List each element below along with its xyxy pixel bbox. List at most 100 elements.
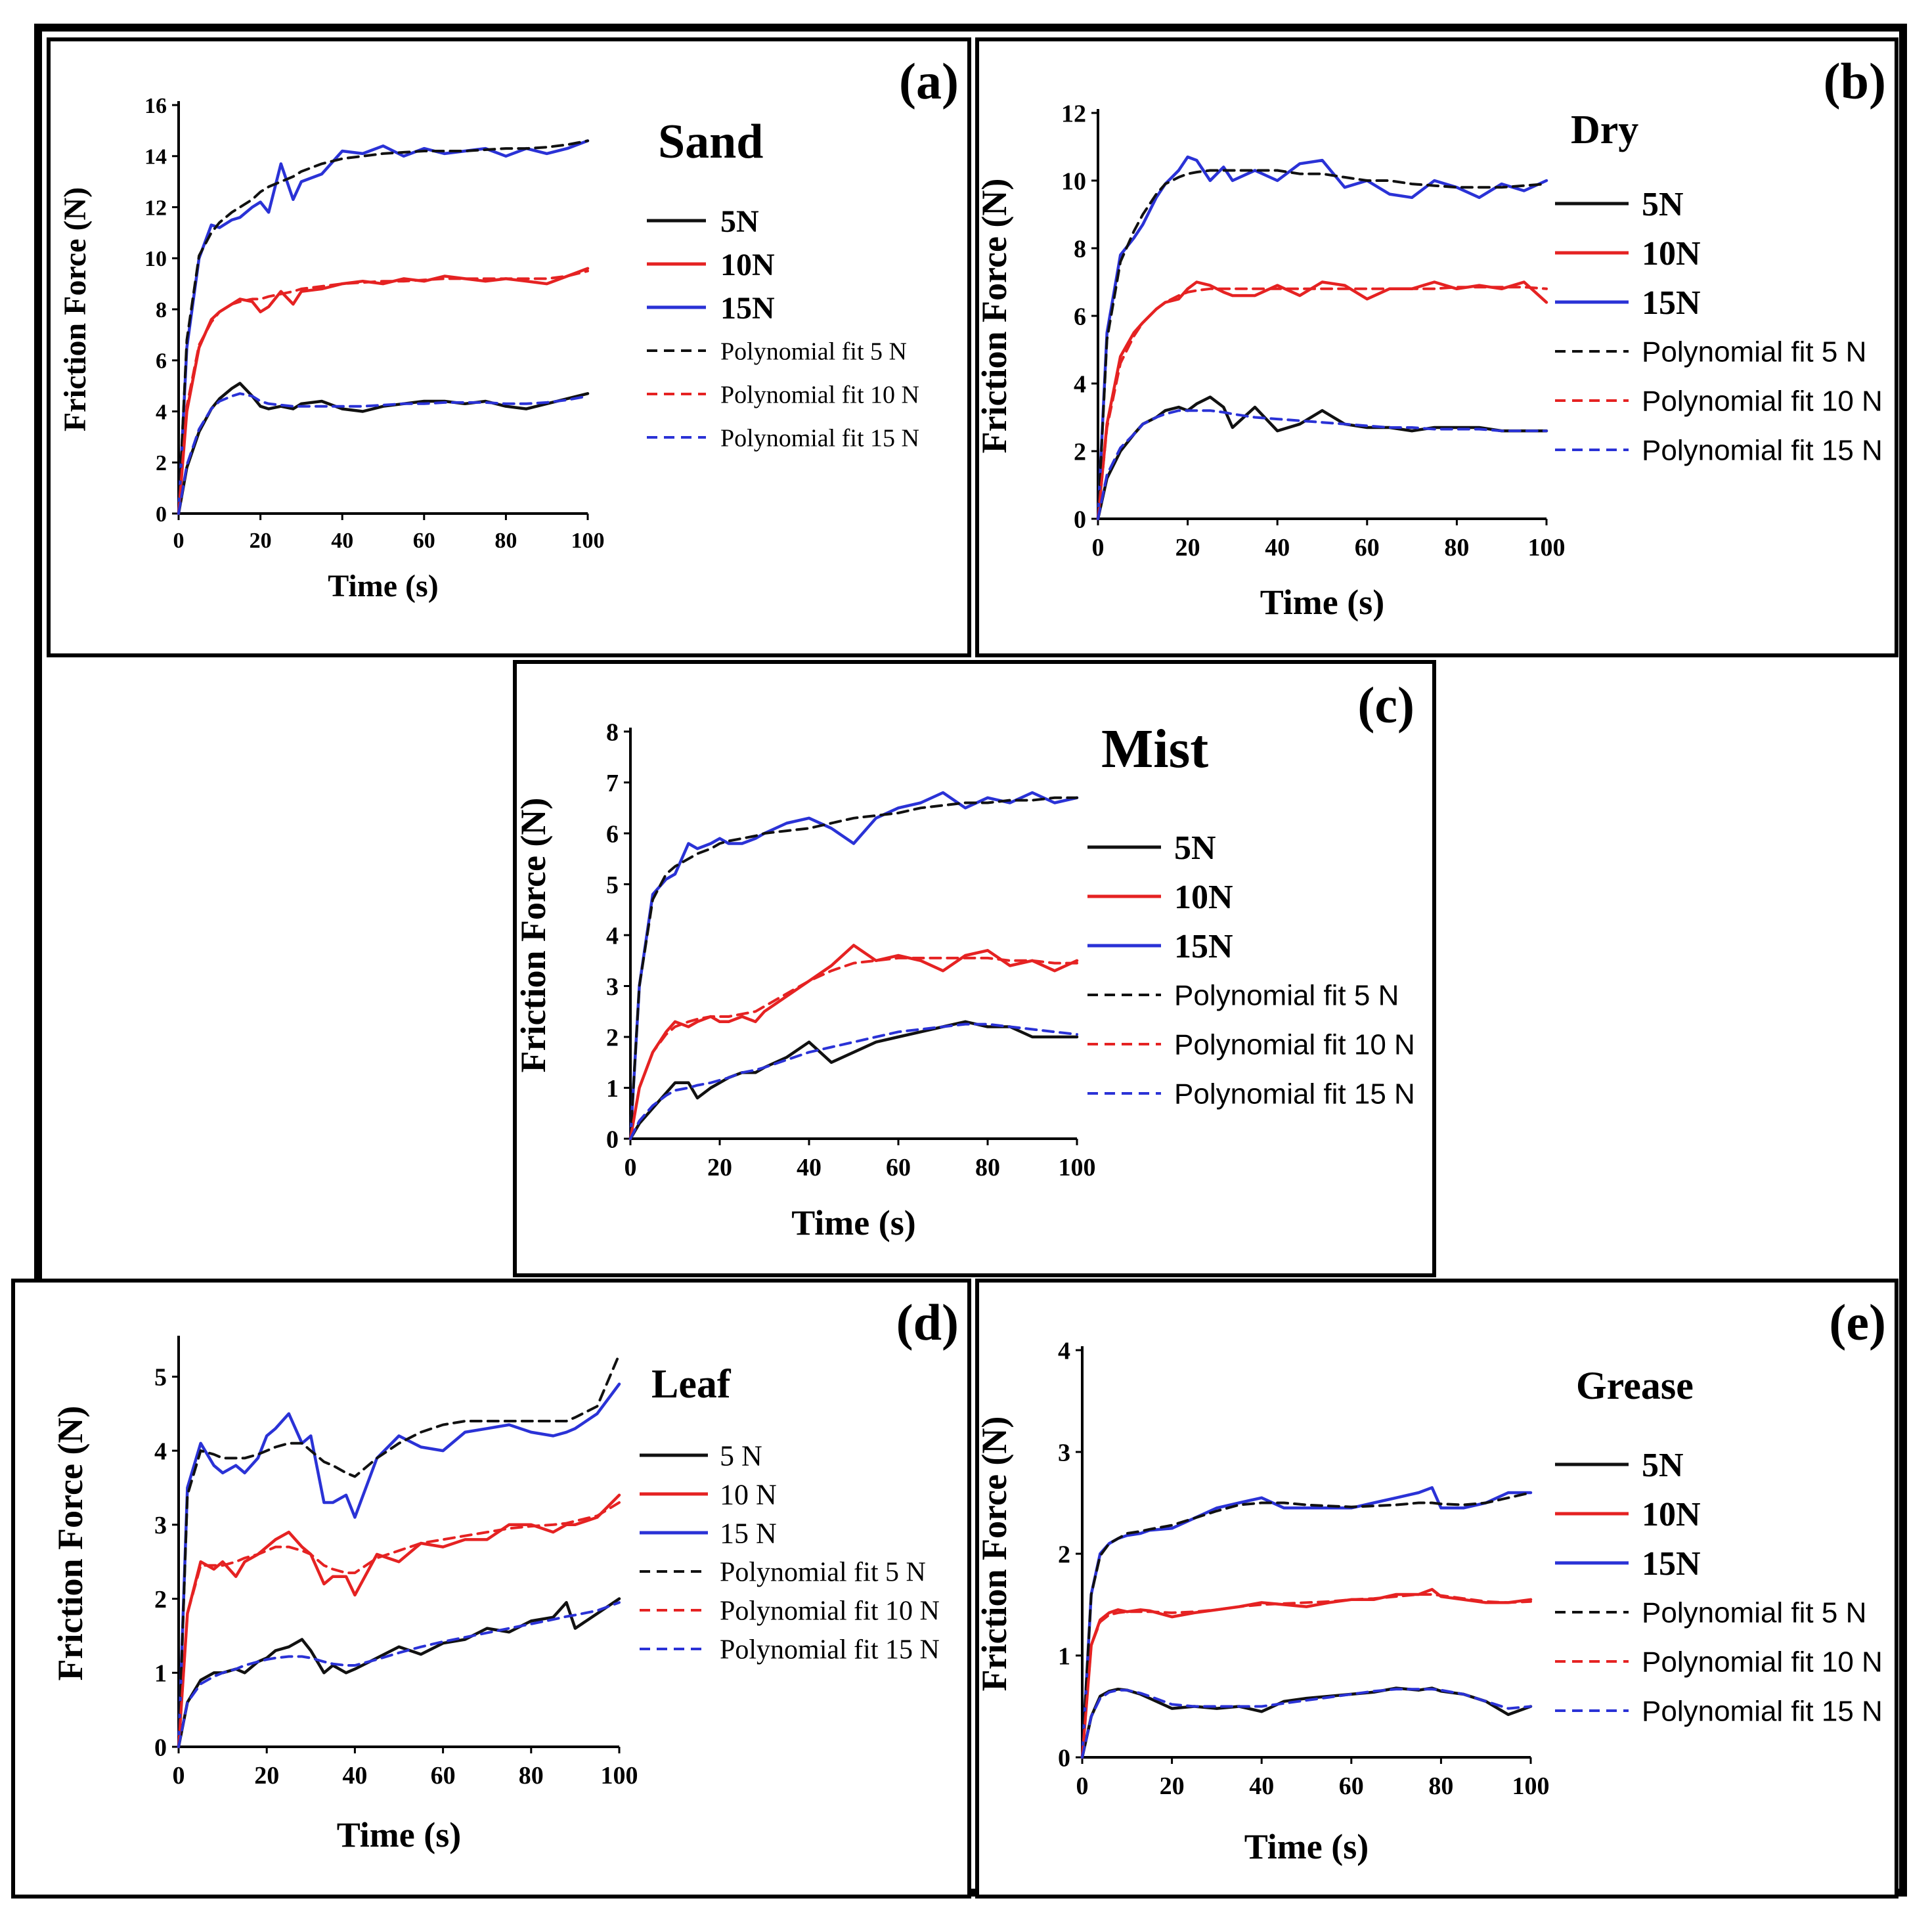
y-tick-label: 5 [154, 1364, 167, 1392]
x-tick-label: 40 [331, 529, 353, 553]
x-tick-label: 100 [1528, 534, 1566, 561]
x-tick-label: 80 [975, 1154, 1000, 1181]
x-tick-label: 0 [1092, 534, 1105, 561]
legend-label: Polynomial fit 15 N [1642, 1695, 1883, 1727]
y-tick-label: 0 [606, 1126, 619, 1153]
series-line [1097, 286, 1548, 520]
panel-frame [513, 660, 1436, 1277]
panel-frame [975, 37, 1898, 657]
x-tick-label: 100 [571, 529, 605, 553]
x-tick-label: 20 [254, 1762, 279, 1789]
y-tick-label: 1 [1058, 1642, 1070, 1670]
series-line [1097, 169, 1548, 520]
y-tick-label: 4 [606, 922, 619, 950]
legend-label: 10N [1174, 879, 1233, 916]
x-tick-label: 100 [1512, 1772, 1550, 1800]
x-tick-label: 100 [601, 1762, 638, 1789]
y-tick-label: 0 [1058, 1744, 1070, 1772]
legend-label: 10N [720, 248, 775, 282]
series-line [629, 796, 1078, 1140]
chart-title: Sand [658, 115, 763, 169]
legend-label: Polynomial fit 5 N [720, 338, 907, 365]
x-tick-label: 40 [1249, 1772, 1274, 1800]
series-line [1080, 1686, 1533, 1759]
y-tick-label: 16 [144, 94, 167, 118]
x-tick-label: 0 [625, 1154, 637, 1181]
y-axis-label: Friction Force (N) [51, 1406, 90, 1681]
legend-label: 15 N [720, 1517, 777, 1549]
y-tick-label: 10 [144, 247, 167, 271]
legend-label: Polynomial fit 15 N [720, 1635, 940, 1665]
series-line [177, 1601, 621, 1748]
legend-label: 5N [720, 204, 759, 239]
x-tick-label: 60 [886, 1154, 911, 1181]
series-line [177, 139, 589, 515]
y-tick-label: 8 [156, 298, 167, 322]
y-tick-label: 4 [1074, 370, 1086, 398]
legend-label: Polynomial fit 10 N [1642, 1646, 1883, 1678]
x-tick-label: 100 [1059, 1154, 1096, 1181]
chart-title: Mist [1101, 718, 1208, 779]
x-tick-label: 60 [1339, 1772, 1364, 1800]
series-line [1097, 409, 1548, 520]
x-tick-label: 80 [1444, 534, 1469, 561]
series-line [629, 1022, 1078, 1140]
y-tick-label: 0 [156, 502, 167, 527]
legend-label: Polynomial fit 5 N [720, 1558, 926, 1588]
y-tick-label: 2 [156, 451, 167, 475]
x-tick-label: 0 [1076, 1772, 1089, 1800]
x-tick-label: 20 [250, 529, 272, 553]
y-tick-label: 3 [606, 973, 619, 1001]
series-line [1081, 1688, 1532, 1759]
y-tick-label: 0 [1074, 506, 1086, 533]
x-axis-label: Time (s) [328, 569, 438, 604]
y-tick-label: 2 [606, 1024, 619, 1051]
y-tick-label: 6 [156, 349, 167, 374]
y-tick-label: 10 [1061, 167, 1086, 195]
y-tick-label: 4 [156, 400, 167, 424]
chart-panel: 0 20 40 60 80 100 0 2 4 6 8 10 12 14 16 Time (s) Frictio… [47, 37, 971, 657]
y-axis-label: Friction Force (N) [58, 187, 93, 431]
x-tick-label: 60 [413, 529, 435, 553]
x-tick-label: 0 [173, 1762, 185, 1789]
x-tick-label: 60 [1355, 534, 1380, 561]
x-axis-label: Time (s) [791, 1203, 915, 1242]
x-tick-label: 80 [519, 1762, 544, 1789]
series-line [1081, 1491, 1532, 1759]
x-axis-label: Time (s) [337, 1815, 461, 1855]
legend-label: Polynomial fit 10 N [1174, 1028, 1415, 1061]
panel-frame [47, 37, 971, 657]
series-line [628, 791, 1079, 1141]
legend-label: 15N [1642, 1545, 1701, 1583]
y-tick-label: 12 [1061, 100, 1086, 127]
series-line [628, 944, 1079, 1141]
series-line [177, 1382, 621, 1749]
y-tick-label: 1 [606, 1075, 619, 1103]
chart-panel: 0 20 40 60 80 100 0 1 2 3 4 5 Time (s) Friction Force… [11, 1279, 971, 1899]
x-tick-label: 40 [797, 1154, 822, 1181]
series-line [177, 382, 590, 516]
legend-label: 10N [1642, 1496, 1701, 1533]
legend-label: Polynomial fit 5 N [1642, 336, 1866, 368]
x-tick-label: 0 [173, 529, 185, 553]
y-tick-label: 2 [154, 1586, 167, 1614]
legend-label: Polynomial fit 15 N [1174, 1078, 1415, 1110]
x-tick-label: 40 [1265, 534, 1290, 561]
legend-label: 5N [1642, 186, 1684, 223]
chart-title: Leaf [651, 1362, 732, 1407]
x-axis-label: Time (s) [1244, 1827, 1369, 1866]
series-line [177, 1501, 621, 1748]
legend-label: Polynomial fit 10 N [720, 381, 919, 408]
legend-label: Polynomial fit 5 N [1174, 979, 1399, 1011]
x-tick-label: 40 [342, 1762, 367, 1789]
y-tick-label: 7 [606, 770, 619, 797]
y-axis-label: Friction Force (N) [975, 1416, 1014, 1692]
legend-label: Polynomial fit 10 N [720, 1596, 940, 1627]
series-line [177, 269, 589, 515]
y-tick-label: 1 [154, 1660, 167, 1688]
x-tick-label: 60 [431, 1762, 456, 1789]
legend-label: 5 N [720, 1439, 762, 1472]
legend-label: Polynomial fit 5 N [1642, 1596, 1866, 1629]
x-tick-label: 20 [1175, 534, 1200, 561]
